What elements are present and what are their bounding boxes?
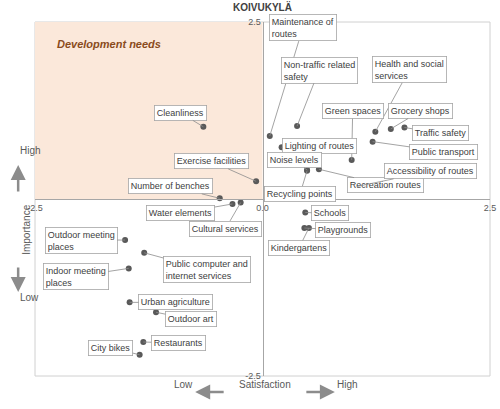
- svg-text:Low: Low: [174, 379, 193, 390]
- svg-text:Satisfaction: Satisfaction: [239, 379, 291, 390]
- svg-text:0.0: 0.0: [256, 203, 269, 213]
- svg-text:Outdoor art: Outdoor art: [168, 314, 214, 324]
- svg-text:Public transport: Public transport: [412, 147, 475, 157]
- svg-text:Cleanliness: Cleanliness: [157, 108, 204, 118]
- svg-text:Lighting of routes: Lighting of routes: [285, 141, 355, 151]
- svg-text:Recreation routes: Recreation routes: [350, 180, 422, 190]
- svg-text:Restaurants: Restaurants: [154, 338, 203, 348]
- svg-text:Urban agriculture: Urban agriculture: [141, 297, 210, 307]
- svg-text:Non-traffic relatedsafety: Non-traffic relatedsafety: [284, 60, 355, 82]
- svg-text:Water elements: Water elements: [149, 208, 212, 218]
- svg-text:Public computer andinternet se: Public computer andinternet services: [166, 259, 248, 281]
- svg-text:Number of benches: Number of benches: [131, 181, 210, 191]
- svg-text:Maintenance ofroutes: Maintenance ofroutes: [272, 17, 334, 39]
- svg-text:High: High: [337, 379, 358, 390]
- svg-text:Accessibility of routes: Accessibility of routes: [387, 166, 474, 176]
- svg-text:Recycling points: Recycling points: [267, 189, 333, 199]
- svg-text:KOIVUKYLÄ: KOIVUKYLÄ: [233, 1, 292, 13]
- svg-text:-2.5: -2.5: [27, 203, 43, 213]
- svg-text:Health and socialservices: Health and socialservices: [375, 59, 444, 81]
- svg-text:Traffic safety: Traffic safety: [415, 128, 467, 138]
- svg-text:Cultural services: Cultural services: [192, 224, 259, 234]
- svg-text:2.5: 2.5: [248, 17, 261, 27]
- svg-text:Indoor meetingplaces: Indoor meetingplaces: [46, 266, 106, 288]
- svg-text:Playgrounds: Playgrounds: [318, 225, 369, 235]
- svg-text:City bikes: City bikes: [91, 343, 131, 353]
- svg-text:Low: Low: [20, 292, 39, 303]
- svg-text:Kindergartens: Kindergartens: [271, 243, 328, 253]
- svg-text:Importance: Importance: [21, 204, 32, 254]
- svg-text:Schools: Schools: [314, 208, 347, 218]
- svg-text:Green spaces: Green spaces: [325, 106, 382, 116]
- svg-text:-2.5: -2.5: [245, 371, 261, 381]
- svg-text:Outdoor meetingplaces: Outdoor meetingplaces: [48, 230, 115, 252]
- svg-text:Exercise facilities: Exercise facilities: [177, 156, 247, 166]
- svg-text:Grocery shops: Grocery shops: [391, 106, 450, 116]
- svg-text:Development needs: Development needs: [57, 38, 161, 50]
- svg-text:Noise levels: Noise levels: [270, 155, 319, 165]
- svg-text:High: High: [20, 145, 41, 156]
- svg-text:2.5: 2.5: [484, 203, 497, 213]
